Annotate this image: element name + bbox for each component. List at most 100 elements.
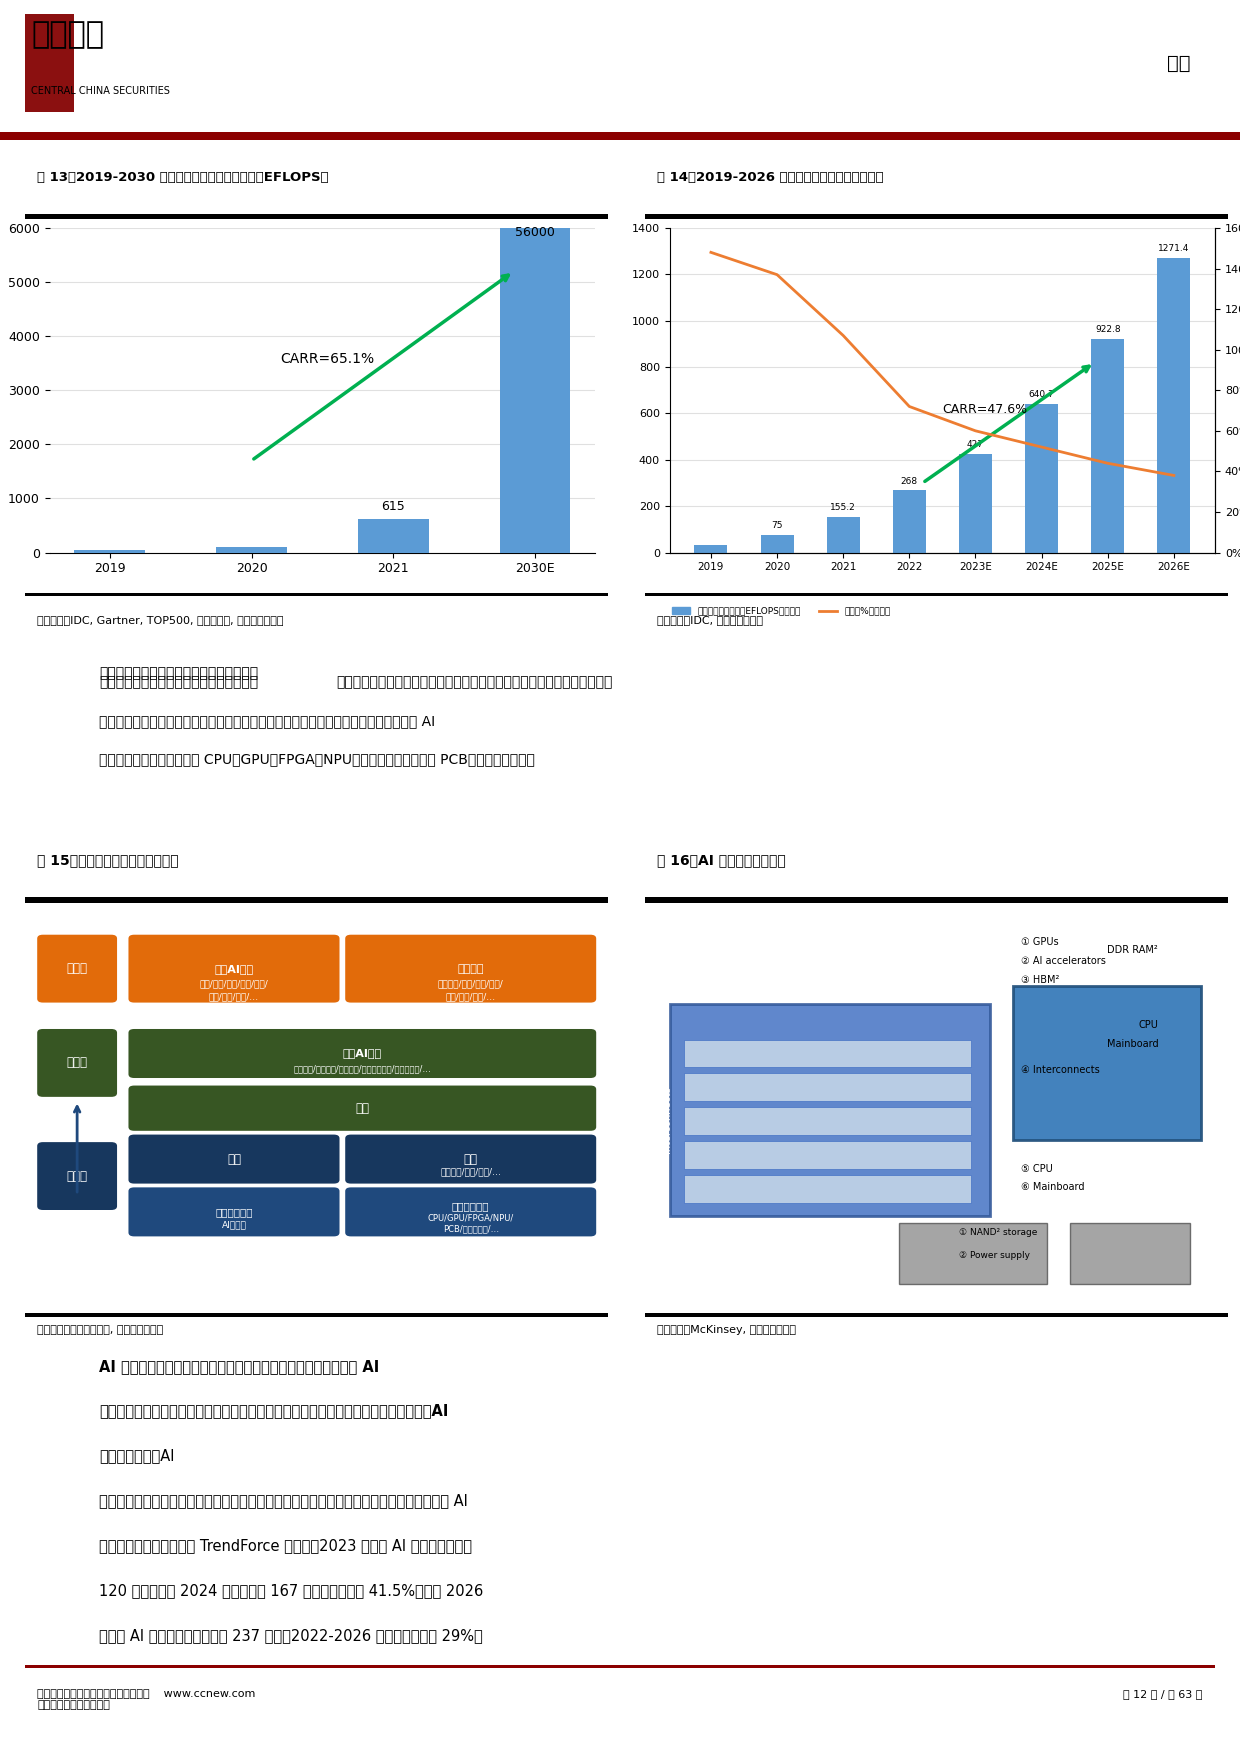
FancyBboxPatch shape <box>1013 986 1200 1140</box>
FancyBboxPatch shape <box>683 1073 971 1102</box>
Text: PCB/高速连接器/…: PCB/高速连接器/… <box>443 1224 498 1233</box>
Text: 120 万台，预计 2024 年出货量达 167 万台，同比增长 41.5%，预计 2026: 120 万台，预计 2024 年出货量达 167 万台，同比增长 41.5%，预… <box>99 1584 484 1598</box>
Text: 图 14：2019-2026 年中国智能算力市场规模预测: 图 14：2019-2026 年中国智能算力市场规模预测 <box>657 170 884 184</box>
Text: 服务器市场的增长。根据 TrendForce 的数据，2023 年全球 AI 服务器出货量近: 服务器市场的增长。根据 TrendForce 的数据，2023 年全球 AI 服… <box>99 1538 472 1554</box>
FancyBboxPatch shape <box>37 1030 117 1096</box>
FancyBboxPatch shape <box>345 935 596 1003</box>
Text: 资料来源：IDC, Gartner, TOP500, 中国信通院, 中原证券研究所: 资料来源：IDC, Gartner, TOP500, 中国信通院, 中原证券研究… <box>37 616 284 624</box>
Text: 资料来源：McKinsey, 中原证券研究所: 资料来源：McKinsey, 中原证券研究所 <box>657 1324 796 1335</box>
Text: 算法: 算法 <box>356 1102 370 1116</box>
Bar <box>216 547 286 553</box>
Text: 硬件基础设施: 硬件基础设施 <box>451 1201 490 1212</box>
Text: 服务器专为人工智能训练和推理应用而设计，大模型带来算力的巨量需求，有望进一步推动 AI: 服务器专为人工智能训练和推理应用而设计，大模型带来算力的巨量需求，有望进一步推动… <box>99 1493 467 1508</box>
Text: Interconnects: Interconnects <box>662 1086 672 1152</box>
Text: 通用AI技术: 通用AI技术 <box>342 1049 382 1058</box>
Bar <box>0 132 1240 140</box>
Bar <box>893 491 926 553</box>
Text: 数据: 数据 <box>464 1152 477 1166</box>
Bar <box>25 898 608 903</box>
Text: 年全球 AI 服务器出货量将达到 237 万台，2022-2026 年复合增速将达 29%。: 年全球 AI 服务器出货量将达到 237 万台，2022-2026 年复合增速将… <box>99 1628 482 1643</box>
FancyBboxPatch shape <box>671 1005 990 1216</box>
Text: ⑤ CPU: ⑤ CPU <box>1022 1163 1053 1173</box>
Text: 机器学习/深度学习/神经网络/自然语言处理/计算机视觉/…: 机器学习/深度学习/神经网络/自然语言处理/计算机视觉/… <box>294 1065 432 1073</box>
FancyBboxPatch shape <box>37 1142 117 1210</box>
Text: 图 16：AI 服务器内部结构图: 图 16：AI 服务器内部结构图 <box>657 854 786 866</box>
Text: AI服务器: AI服务器 <box>222 1221 247 1230</box>
FancyBboxPatch shape <box>683 1040 971 1068</box>
Text: ④ Interconnects: ④ Interconnects <box>1022 1065 1100 1075</box>
Text: 行业应用: 行业应用 <box>458 963 484 973</box>
Text: 人工智能产业链一般为三层结构，包括基础层、技术层和应用层，其中基础: 人工智能产业链一般为三层结构，包括基础层、技术层和应用层，其中基础 <box>337 675 613 689</box>
Text: 图 13：2019-2030 年全球算力规模情况及预测（EFLOPS）: 图 13：2019-2030 年全球算力规模情况及预测（EFLOPS） <box>37 170 329 184</box>
Text: DDR RAM²: DDR RAM² <box>1107 945 1158 954</box>
Text: CENTRAL CHINA SECURITIES: CENTRAL CHINA SECURITIES <box>31 86 170 96</box>
FancyBboxPatch shape <box>899 1223 1047 1284</box>
Text: 应用层: 应用层 <box>67 963 88 975</box>
Text: ② AI accelerators: ② AI accelerators <box>1022 956 1106 966</box>
Text: 图 15：人工智能系统产业链结构图: 图 15：人工智能系统产业链结构图 <box>37 854 179 866</box>
Text: 文本/代码/图像/语音/视频/: 文本/代码/图像/语音/视频/ <box>200 979 268 988</box>
FancyBboxPatch shape <box>129 935 340 1003</box>
Text: 电子: 电子 <box>1167 54 1190 72</box>
Text: 游戏/音乐/音频/…: 游戏/音乐/音频/… <box>208 993 259 1002</box>
FancyBboxPatch shape <box>129 1187 340 1237</box>
Text: 物流/医疗/教育/…: 物流/医疗/教育/… <box>445 993 496 1002</box>
Bar <box>645 898 1228 903</box>
Text: 服务器及其核心器件，包括 CPU、GPU、FPGA、NPU、存储器等芯片，以及 PCB、高速连接器等。: 服务器及其核心器件，包括 CPU、GPU、FPGA、NPU、存储器等芯片，以及 … <box>99 752 536 766</box>
Text: 数据采集/标注/分析/…: 数据采集/标注/分析/… <box>440 1168 501 1177</box>
Text: 427: 427 <box>967 440 985 449</box>
Text: 服务器等类型，AI: 服务器等类型，AI <box>99 1449 175 1463</box>
Bar <box>827 516 859 553</box>
Bar <box>25 214 608 219</box>
Bar <box>645 214 1228 219</box>
Text: 基础层: 基础层 <box>67 1170 88 1182</box>
Bar <box>25 1314 608 1317</box>
FancyBboxPatch shape <box>683 1142 971 1170</box>
Text: 922.8: 922.8 <box>1095 324 1121 333</box>
Bar <box>694 545 728 553</box>
Legend: 中国智能算力规模（EFLOPS，左轴）, 增速（%，右轴）: 中国智能算力规模（EFLOPS，左轴）, 增速（%，右轴） <box>668 603 894 619</box>
Bar <box>74 549 145 553</box>
Text: CARR=47.6%: CARR=47.6% <box>942 403 1028 416</box>
Text: 算力硬件基础设施是人工智能产业的基础。: 算力硬件基础设施是人工智能产业的基础。 <box>99 667 258 681</box>
Text: ⑥ Mainboard: ⑥ Mainboard <box>1022 1182 1085 1193</box>
FancyBboxPatch shape <box>345 1135 596 1184</box>
Text: ② Power supply: ② Power supply <box>959 1251 1029 1259</box>
FancyBboxPatch shape <box>683 1107 971 1135</box>
Text: 615: 615 <box>382 500 405 512</box>
Bar <box>1091 339 1125 553</box>
Text: 56000: 56000 <box>515 226 556 239</box>
Text: 层是人工智能产业的基础，为人工智能提供数据及算力支撑，算力硬件基础设施主要为 AI: 层是人工智能产业的基础，为人工智能提供数据及算力支撑，算力硬件基础设施主要为 A… <box>99 714 435 728</box>
Text: ③ HBM²: ③ HBM² <box>1022 975 1060 986</box>
Text: 服务器出货量高速成长。服务器一般可分为通用服务器、云计算服务器、边缘服务器、AI: 服务器出货量高速成长。服务器一般可分为通用服务器、云计算服务器、边缘服务器、AI <box>99 1403 449 1419</box>
Text: 通用AI应用: 通用AI应用 <box>215 963 253 973</box>
Text: 智慧城市/零售/金融/制造/: 智慧城市/零售/金融/制造/ <box>438 979 503 988</box>
Text: 技术层: 技术层 <box>67 1056 88 1070</box>
Text: 155.2: 155.2 <box>831 503 856 512</box>
Text: ① NAND² storage: ① NAND² storage <box>959 1228 1037 1237</box>
Bar <box>645 1314 1228 1317</box>
FancyBboxPatch shape <box>129 1086 596 1131</box>
Text: ① GPUs: ① GPUs <box>1022 937 1059 947</box>
FancyBboxPatch shape <box>345 1187 596 1237</box>
Bar <box>1157 258 1190 553</box>
Text: 中原证券: 中原证券 <box>31 21 104 49</box>
Text: AI 服务器专为人工智能训练和推理应用而设计，大模型有望推动 AI: AI 服务器专为人工智能训练和推理应用而设计，大模型有望推动 AI <box>99 1359 379 1373</box>
Text: 硬件基础设施: 硬件基础设施 <box>216 1207 253 1217</box>
Bar <box>25 1665 1215 1668</box>
Text: CPU/GPU/FPGA/NPU/: CPU/GPU/FPGA/NPU/ <box>428 1214 513 1223</box>
Text: 资料来源：IDC, 中原证券研究所: 资料来源：IDC, 中原证券研究所 <box>657 616 763 624</box>
Bar <box>760 535 794 553</box>
Text: CARR=65.1%: CARR=65.1% <box>280 353 374 367</box>
FancyBboxPatch shape <box>37 935 117 1003</box>
Text: 75: 75 <box>771 521 782 530</box>
Bar <box>959 454 992 553</box>
FancyBboxPatch shape <box>129 1135 340 1184</box>
Bar <box>1025 403 1058 553</box>
Bar <box>358 519 429 553</box>
Bar <box>500 228 570 553</box>
Text: 资料来源：电子工程世界, 中原证券研究所: 资料来源：电子工程世界, 中原证券研究所 <box>37 1324 164 1335</box>
Text: 本报告版权属于中原证券股份有限公司    www.ccnew.com
请阅读最后一页各项声明: 本报告版权属于中原证券股份有限公司 www.ccnew.com 请阅读最后一页各… <box>37 1689 255 1710</box>
Text: Mainboard: Mainboard <box>1106 1038 1158 1049</box>
FancyBboxPatch shape <box>129 1030 596 1079</box>
